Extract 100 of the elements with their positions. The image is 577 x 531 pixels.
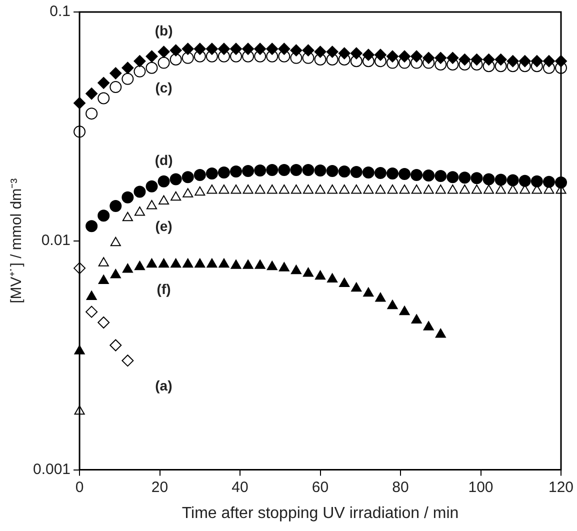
point [410,50,423,62]
point [218,258,230,268]
point [482,54,495,66]
point [435,328,446,338]
point [218,166,230,178]
point [146,200,158,210]
point [206,184,218,194]
point [350,166,362,178]
point [422,170,435,182]
y-tick-label: 0.01 [41,232,71,250]
series-label: (e) [155,218,172,234]
point [98,274,109,284]
point [315,184,326,194]
x-tick-label: 80 [392,478,409,496]
point [254,184,266,194]
point [434,170,447,182]
point [110,200,122,212]
point [530,175,543,188]
point [339,184,350,194]
point [242,165,254,178]
point [518,174,531,187]
point [134,260,145,270]
point [278,42,290,55]
point [158,258,170,268]
point [254,260,266,269]
point [182,171,194,184]
point [411,184,422,194]
point [506,55,519,68]
point [218,184,230,194]
point [470,172,483,184]
point [446,52,459,64]
point [326,46,338,58]
point [326,165,338,178]
x-tick-label: 20 [151,478,168,496]
point [350,47,362,60]
point [530,55,543,68]
point [170,173,182,186]
point [110,268,121,278]
point [122,191,134,204]
point [458,172,471,184]
point [351,184,362,194]
point [110,236,121,246]
point [266,42,278,55]
point [110,81,122,94]
point [194,186,206,196]
point [242,184,254,194]
point [290,264,302,274]
point [218,42,230,55]
point [206,258,218,268]
point [302,164,314,176]
point [86,108,98,120]
point [122,62,134,74]
series-label: (c) [155,80,172,96]
point [170,258,182,268]
x-tick-label: 60 [312,478,329,496]
point [459,184,470,194]
point [230,42,242,55]
point [314,46,326,58]
point [494,54,507,66]
y-tick-label: 0.1 [50,3,71,20]
point [387,184,398,194]
point [435,184,446,194]
point [266,164,278,176]
point [86,88,98,100]
point [302,184,314,194]
point [508,184,518,194]
point [302,268,314,277]
point [375,184,386,194]
point [399,184,410,194]
point [374,166,386,179]
point [98,92,110,104]
point [339,278,350,287]
x-tick-label: 0 [75,478,84,496]
point [170,54,182,66]
point [410,169,423,182]
point [446,171,459,184]
point [170,191,182,201]
point [266,184,278,194]
point [471,184,482,194]
point [242,260,254,269]
point [242,42,254,55]
point [496,184,506,194]
point [506,174,519,186]
point [314,164,326,177]
point [278,262,290,272]
point [411,314,422,324]
point [110,339,122,352]
point [194,258,206,268]
series-label: (f) [156,281,171,298]
point [194,42,206,55]
point [266,260,278,270]
point [194,169,206,182]
point [158,56,170,69]
point [254,42,266,55]
point [146,258,158,268]
point [182,188,194,198]
point [146,50,158,62]
x-tick-label: 100 [468,478,494,496]
point [182,52,194,64]
point [134,65,146,78]
